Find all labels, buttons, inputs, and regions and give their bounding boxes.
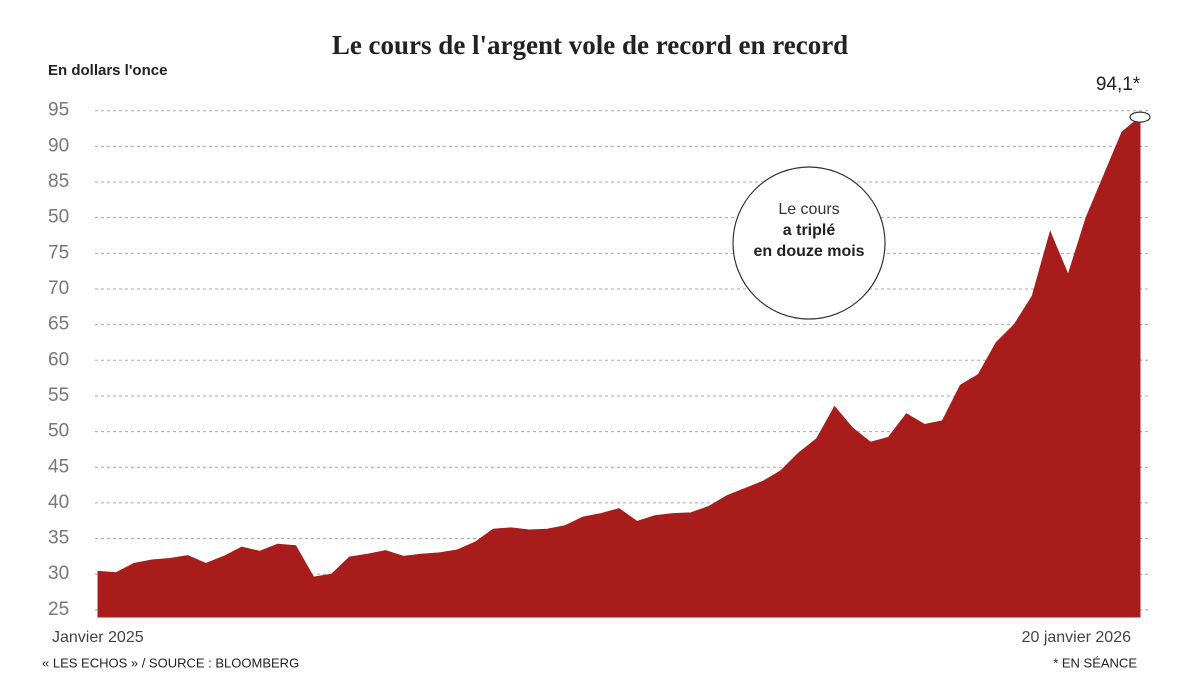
- y-tick-label: 90: [48, 135, 69, 156]
- chart-title: Le cours de l'argent vole de record en r…: [332, 30, 848, 60]
- y-tick-label: 75: [48, 242, 69, 263]
- y-tick-label: 25: [48, 599, 69, 620]
- footnote: * EN SÉANCE: [1053, 655, 1137, 670]
- y-tick-label: 50: [48, 421, 69, 442]
- y-tick-label: 85: [48, 171, 69, 192]
- x-tick-label: Janvier 2025: [52, 629, 144, 646]
- y-tick-label: 40: [48, 492, 69, 513]
- y-tick-label: 55: [48, 385, 69, 406]
- callout-text: a triplé: [783, 222, 836, 239]
- y-tick-label: 65: [48, 314, 69, 335]
- callout-text: en douze mois: [753, 243, 864, 260]
- y-tick-label: 60: [48, 349, 69, 370]
- x-tick-label: 20 janvier 2026: [1022, 629, 1132, 646]
- y-tick-label: 95: [48, 100, 69, 121]
- y-tick-label: 45: [48, 456, 69, 477]
- area: [97, 116, 1141, 618]
- last-value-label: 94,1*: [1096, 74, 1141, 95]
- source: « LES ECHOS » / SOURCE : BLOOMBERG: [42, 655, 299, 670]
- callout-text: Le cours: [778, 201, 839, 218]
- last-point-marker: [1129, 111, 1151, 123]
- y-tick-label: 30: [48, 563, 69, 584]
- callout-circle: [732, 166, 886, 320]
- y-tick-label: 35: [48, 528, 69, 549]
- y-axis-label: En dollars l'once: [48, 62, 167, 79]
- y-tick-label: 50: [48, 207, 69, 228]
- y-tick-label: 70: [48, 278, 69, 299]
